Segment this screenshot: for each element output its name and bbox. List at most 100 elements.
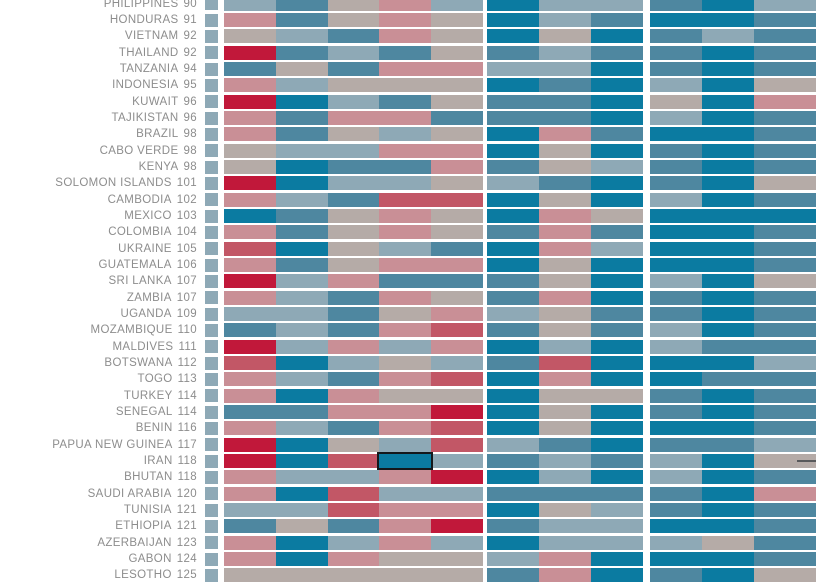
heatmap-cell-g3-2[interactable] bbox=[702, 454, 754, 469]
heatmap-cell-g3-3[interactable] bbox=[754, 519, 806, 534]
heatmap-cell-g1-4[interactable] bbox=[379, 421, 432, 436]
heatmap-cell-g2-3[interactable] bbox=[591, 486, 643, 501]
heatmap-cell-g1-1[interactable] bbox=[224, 519, 276, 534]
heatmap-cell-g1-1[interactable] bbox=[224, 339, 276, 354]
heatmap-cell-g3-2[interactable] bbox=[702, 503, 754, 518]
heatmap-cell-g1-5[interactable] bbox=[431, 568, 483, 583]
overall-score-cell[interactable] bbox=[205, 46, 218, 60]
heatmap-cell-g2-3[interactable] bbox=[591, 127, 643, 142]
heatmap-cell-g3-3[interactable] bbox=[754, 552, 806, 567]
heatmap-cell-g3-3[interactable] bbox=[754, 470, 806, 485]
heatmap-cell-g2-1[interactable] bbox=[487, 339, 539, 354]
heatmap-cell-g2-3[interactable] bbox=[591, 454, 643, 469]
heatmap-cell-g1-1[interactable] bbox=[224, 209, 276, 224]
heatmap-cell-g1-1[interactable] bbox=[224, 454, 276, 469]
heatmap-cell-g3-3[interactable] bbox=[754, 388, 806, 403]
heatmap-cell-g1-1[interactable] bbox=[224, 535, 276, 550]
heatmap-cell-g3-4[interactable] bbox=[806, 78, 816, 93]
heatmap-cell-g1-1[interactable] bbox=[224, 568, 276, 583]
heatmap-cell-g1-2[interactable] bbox=[275, 552, 328, 567]
heatmap-cell-g1-4[interactable] bbox=[379, 519, 432, 534]
heatmap-cell-g1-1[interactable] bbox=[224, 45, 276, 60]
overall-score-cell[interactable] bbox=[205, 144, 218, 158]
heatmap-cell-g3-4[interactable] bbox=[806, 192, 816, 207]
overall-score-cell[interactable] bbox=[205, 454, 218, 468]
heatmap-cell-g1-4[interactable] bbox=[379, 258, 432, 273]
heatmap-cell-g2-3[interactable] bbox=[591, 405, 643, 420]
overall-score-cell[interactable] bbox=[205, 242, 218, 256]
heatmap-cell-g2-3[interactable] bbox=[591, 225, 643, 240]
heatmap-cell-g2-1[interactable] bbox=[487, 192, 539, 207]
heatmap-cell-g1-3[interactable] bbox=[327, 62, 380, 77]
heatmap-cell-g3-1[interactable] bbox=[650, 568, 702, 583]
overall-score-cell[interactable] bbox=[205, 552, 218, 566]
heatmap-cell-g1-2[interactable] bbox=[275, 519, 328, 534]
heatmap-cell-g1-5[interactable] bbox=[431, 290, 483, 305]
heatmap-cell-g3-1[interactable] bbox=[650, 176, 702, 191]
heatmap-cell-g1-3[interactable] bbox=[327, 356, 380, 371]
heatmap-cell-g1-5[interactable] bbox=[431, 307, 483, 322]
heatmap-cell-g1-3[interactable] bbox=[327, 454, 380, 469]
heatmap-cell-g1-5[interactable] bbox=[431, 388, 483, 403]
heatmap-cell-g3-4[interactable] bbox=[806, 258, 816, 273]
heatmap-cell-g1-3[interactable] bbox=[327, 568, 380, 583]
heatmap-cell-g1-1[interactable] bbox=[224, 323, 276, 338]
heatmap-cell-g3-3[interactable] bbox=[754, 62, 806, 77]
heatmap-cell-g1-3[interactable] bbox=[327, 372, 380, 387]
overall-score-cell[interactable] bbox=[205, 209, 218, 223]
heatmap-cell-g2-2[interactable] bbox=[539, 29, 591, 44]
heatmap-cell-g1-1[interactable] bbox=[224, 176, 276, 191]
heatmap-cell-g1-1[interactable] bbox=[224, 470, 276, 485]
heatmap-cell-g3-1[interactable] bbox=[650, 437, 702, 452]
overall-score-cell[interactable] bbox=[205, 111, 218, 125]
heatmap-cell-g3-3[interactable] bbox=[754, 176, 806, 191]
heatmap-cell-g1-4[interactable] bbox=[379, 45, 432, 60]
heatmap-cell-g1-2[interactable] bbox=[275, 470, 328, 485]
heatmap-cell-g1-4[interactable] bbox=[379, 29, 432, 44]
heatmap-cell-g1-4[interactable] bbox=[379, 13, 432, 28]
heatmap-cell-g1-4[interactable] bbox=[379, 323, 432, 338]
heatmap-cell-g1-2[interactable] bbox=[275, 160, 328, 175]
heatmap-cell-g2-1[interactable] bbox=[487, 111, 539, 126]
heatmap-cell-g3-4[interactable] bbox=[806, 437, 816, 452]
heatmap-cell-g1-3[interactable] bbox=[327, 437, 380, 452]
heatmap-cell-g3-1[interactable] bbox=[650, 372, 702, 387]
heatmap-cell-g1-4[interactable] bbox=[379, 274, 432, 289]
heatmap-cell-g1-2[interactable] bbox=[275, 176, 328, 191]
heatmap-cell-g3-1[interactable] bbox=[650, 241, 702, 256]
heatmap-cell-g1-5[interactable] bbox=[431, 176, 483, 191]
heatmap-cell-g1-3[interactable] bbox=[327, 339, 380, 354]
heatmap-cell-g3-2[interactable] bbox=[702, 437, 754, 452]
heatmap-cell-g1-3[interactable] bbox=[327, 45, 380, 60]
heatmap-cell-g3-1[interactable] bbox=[650, 470, 702, 485]
heatmap-cell-g1-2[interactable] bbox=[275, 290, 328, 305]
heatmap-cell-g1-1[interactable] bbox=[224, 372, 276, 387]
heatmap-cell-g1-3[interactable] bbox=[327, 519, 380, 534]
heatmap-cell-g1-2[interactable] bbox=[275, 241, 328, 256]
heatmap-cell-g2-3[interactable] bbox=[591, 13, 643, 28]
heatmap-cell-g3-2[interactable] bbox=[702, 421, 754, 436]
heatmap-cell-g2-2[interactable] bbox=[539, 568, 591, 583]
heatmap-cell-g1-1[interactable] bbox=[224, 241, 276, 256]
heatmap-cell-g1-2[interactable] bbox=[275, 356, 328, 371]
overall-score-cell[interactable] bbox=[205, 0, 218, 11]
heatmap-cell-g1-1[interactable] bbox=[224, 160, 276, 175]
overall-score-cell[interactable] bbox=[205, 274, 218, 288]
overall-score-cell[interactable] bbox=[205, 356, 218, 370]
heatmap-cell-g1-5[interactable] bbox=[431, 454, 483, 469]
heatmap-cell-g3-2[interactable] bbox=[702, 552, 754, 567]
heatmap-cell-g2-1[interactable] bbox=[487, 0, 539, 11]
heatmap-cell-g2-3[interactable] bbox=[591, 552, 643, 567]
heatmap-cell-g3-2[interactable] bbox=[702, 192, 754, 207]
heatmap-cell-g3-4[interactable] bbox=[806, 568, 816, 583]
heatmap-cell-g1-1[interactable] bbox=[224, 552, 276, 567]
overall-score-cell[interactable] bbox=[205, 405, 218, 419]
heatmap-cell-g2-1[interactable] bbox=[487, 372, 539, 387]
heatmap-cell-g3-2[interactable] bbox=[702, 258, 754, 273]
heatmap-cell-g1-5[interactable] bbox=[431, 241, 483, 256]
heatmap-cell-g2-2[interactable] bbox=[539, 209, 591, 224]
heatmap-cell-g3-1[interactable] bbox=[650, 486, 702, 501]
heatmap-cell-g1-5[interactable] bbox=[431, 192, 483, 207]
heatmap-cell-g1-3[interactable] bbox=[327, 470, 380, 485]
heatmap-cell-g2-3[interactable] bbox=[591, 339, 643, 354]
